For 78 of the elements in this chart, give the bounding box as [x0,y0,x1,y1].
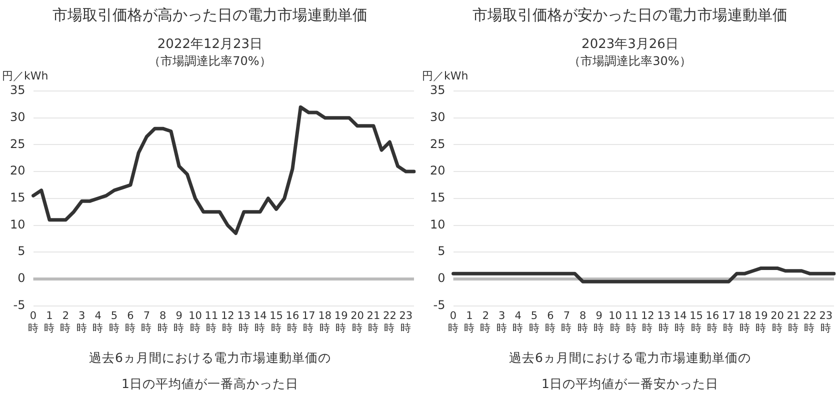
x-tick-label: 23時 [819,310,833,334]
x-tick-label: 17時 [722,310,736,334]
y-tick-label: 5 [18,244,26,258]
x-tick-label: 18時 [318,310,332,334]
y-tick-label: 30 [430,110,446,124]
x-tick-label: 0時 [28,310,39,334]
x-tick-label: 6時 [544,310,556,334]
x-tick-label: 19時 [334,310,348,334]
y-tick-label: 15 [430,190,446,205]
x-tick-label: 14時 [253,310,268,334]
y-tick-label: 20 [430,164,446,178]
chart-subtitle: 2022年12月23日 [156,36,264,53]
y-tick-label: 30 [10,110,26,124]
x-tick-label: 21時 [366,310,380,334]
y-tick-label: 35 [430,83,446,98]
y-tick-label: 5 [438,244,446,258]
chart-title: 市場取引価格が高かった日の電力市場連動単価 [52,5,368,26]
y-axis-title: 円／kWh [422,69,468,82]
x-tick-label: 4時 [92,310,104,334]
y-tick-label: -5 [13,298,26,312]
text: （市場調達比率70%） [148,53,272,69]
x-tick-label: 5時 [528,310,540,334]
x-tick-label: 14時 [673,310,688,334]
x-tick-label: 18時 [738,310,752,334]
x-tick-label: 17時 [302,310,316,334]
x-tick-label: 13時 [237,310,251,334]
x-tick-label: 8時 [577,310,588,334]
y-tick-label: -5 [433,298,446,312]
x-tick-label: 10時 [188,310,202,334]
text: （市場調達比率30%） [568,53,692,69]
text: 過去6ヵ月間における電力市場連動単価の [88,349,332,367]
text: 1日の平均値が一番高かった日 [120,375,300,393]
y-tick-label: 25 [430,136,446,151]
x-tick-label: 11時 [624,310,638,334]
x-tick-label: 7時 [141,310,152,334]
x-tick-label: 23時 [399,310,413,334]
x-tick-label: 19時 [754,310,768,334]
y-tick-label: 10 [430,217,446,232]
x-tick-label: 10時 [608,310,622,334]
x-tick-label: 8時 [157,310,168,334]
x-tick-label: 15時 [690,310,703,334]
y-tick-label: 15 [10,190,26,205]
y-tick-label: 25 [10,136,26,151]
x-tick-label: 12時 [221,310,234,334]
x-tick-label: 12時 [641,310,654,334]
x-tick-label: 16時 [286,310,300,334]
x-tick-label: 13時 [657,310,671,334]
text: 過去6ヵ月間における電力市場連動単価の [508,349,752,367]
text: 1日の平均値が一番安かった日 [540,375,720,393]
y-tick-label: 0 [18,271,26,286]
x-tick-label: 15時 [270,310,283,334]
x-tick-label: 9時 [174,310,185,334]
x-tick-label: 1時 [464,310,475,334]
x-tick-label: 21時 [786,310,800,334]
y-tick-label: 35 [10,83,26,98]
x-tick-label: 9時 [594,310,605,334]
y-axis-title: 円／kWh [2,69,48,82]
y-tick-label: 10 [10,217,26,232]
y-tick-label: 0 [438,271,446,286]
x-tick-label: 3時 [496,310,508,334]
x-tick-label: 1時 [44,310,55,334]
x-tick-label: 22時 [383,310,396,334]
chart-title: 市場取引価格が安かった日の電力市場連動単価 [472,5,788,26]
chart-subtitle: 2023年3月26日 [580,36,680,53]
x-tick-label: 5時 [108,310,120,334]
x-tick-label: 16時 [706,310,720,334]
x-tick-label: 22時 [803,310,816,334]
x-tick-label: 20時 [350,310,364,334]
x-tick-label: 2時 [60,310,72,334]
x-tick-label: 6時 [124,310,136,334]
x-tick-label: 3時 [76,310,88,334]
x-tick-label: 20時 [770,310,784,334]
x-tick-label: 0時 [448,310,459,334]
x-tick-label: 11時 [204,310,218,334]
y-tick-label: 20 [10,164,26,178]
x-tick-label: 7時 [561,310,572,334]
x-tick-label: 4時 [512,310,524,334]
x-tick-label: 2時 [480,310,492,334]
